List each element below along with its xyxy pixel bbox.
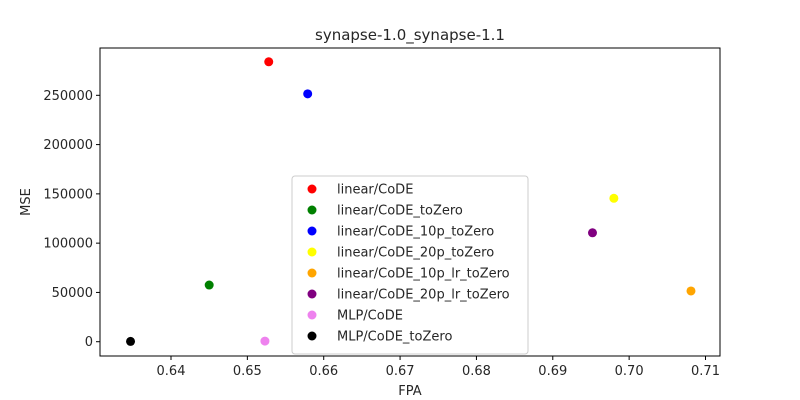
y-tick-label: 0 [85,335,93,350]
chart-title: synapse-1.0_synapse-1.1 [315,26,505,45]
legend-entry-label: MLP/CoDE_toZero [337,330,452,345]
legend-entry-label: linear/CoDE_10p_lr_toZero [337,267,510,282]
data-point-mlp-code [260,336,270,346]
legend-marker [307,226,317,236]
data-point-linear-code [264,57,274,67]
x-tick-label: 0.66 [309,364,338,379]
data-point-mlp-code-tozero [126,336,136,346]
x-tick-label: 0.64 [157,364,186,379]
plot-area-frame [99,47,721,357]
y-tick-label: 150000 [43,187,93,202]
legend-entry-label: MLP/CoDE [337,309,403,324]
y-tick-label: 100000 [43,237,93,252]
x-tick-label: 0.69 [538,364,567,379]
legend-entry-label: linear/CoDE_20p_lr_toZero [337,288,510,303]
x-axis-label: FPA [398,384,421,399]
y-axis: 0 50000 100000 150000 200000 250000 [43,89,100,350]
legend: linear/CoDE linear/CoDE_toZero linear/CoDE… [291,175,529,355]
data-point-linear-code-10p-lr-tozero [686,286,696,296]
x-tick-label: 0.65 [233,364,262,379]
legend-marker [307,205,317,215]
legend-marker [307,184,317,194]
data-point-linear-code-tozero [204,280,214,290]
legend-entry-label: linear/CoDE_10p_toZero [337,225,494,240]
legend-marker [307,289,317,299]
legend-marker [307,331,317,341]
y-tick-label: 250000 [43,89,93,104]
legend-marker [307,268,317,278]
legend-entry-label: linear/CoDE_toZero [337,204,463,219]
legend-marker [307,310,317,320]
y-tick-label: 200000 [43,138,93,153]
legend-frame [291,175,529,355]
y-axis-label: MSE [19,188,34,216]
data-point-linear-code-20p-tozero [609,193,619,203]
data-point-linear-code-20p-lr-tozero [587,228,597,238]
data-points [126,57,696,346]
x-tick-label: 0.70 [615,364,644,379]
legend-marker [307,247,317,257]
data-point-linear-code-10p-tozero [303,89,313,99]
legend-entry-label: linear/CoDE_20p_toZero [337,246,494,261]
x-tick-label: 0.68 [462,364,491,379]
x-axis: 0.64 0.65 0.66 0.67 0.68 0.69 0.70 0.71 [157,356,720,379]
x-tick-label: 0.71 [691,364,720,379]
legend-entry-label: linear/CoDE [337,183,413,198]
x-tick-label: 0.67 [386,364,415,379]
y-tick-label: 50000 [52,286,93,301]
